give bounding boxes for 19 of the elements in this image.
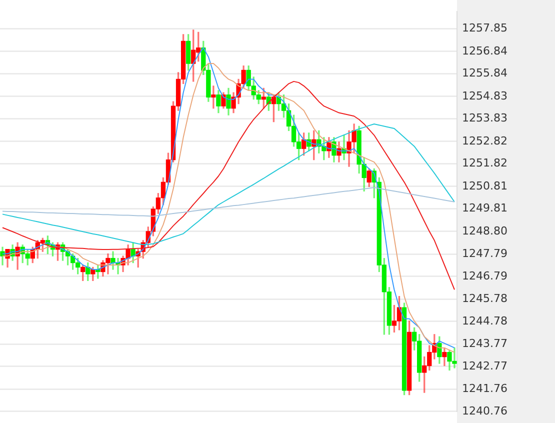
y-tick-label: 1249.81 [462, 202, 508, 215]
y-tick-label: 1246.79 [462, 269, 508, 282]
y-tick-label: 1241.76 [462, 382, 508, 395]
y-tick-label: 1257.85 [462, 22, 508, 35]
y-tick-label: 1247.79 [462, 246, 508, 260]
y-tick-label: 1253.83 [462, 112, 508, 125]
y-tick-label: 1251.82 [462, 156, 508, 170]
y-tick-label: 1240.76 [462, 404, 508, 418]
candlestick [211, 86, 216, 109]
y-tick-label: 1248.80 [462, 224, 508, 238]
y-tick-label: 1254.83 [462, 89, 508, 102]
y-tick-label: 1243.77 [462, 336, 508, 350]
y-tick-label: 1250.81 [462, 179, 508, 192]
y-tick-label: 1245.78 [462, 292, 508, 305]
y-tick-label: 1256.84 [462, 44, 508, 58]
y-tick-label: 1255.84 [462, 66, 508, 80]
y-tick-label: 1244.78 [462, 314, 508, 328]
y-tick-label: 1252.82 [462, 134, 508, 148]
y-tick-label: 1242.77 [462, 359, 508, 372]
